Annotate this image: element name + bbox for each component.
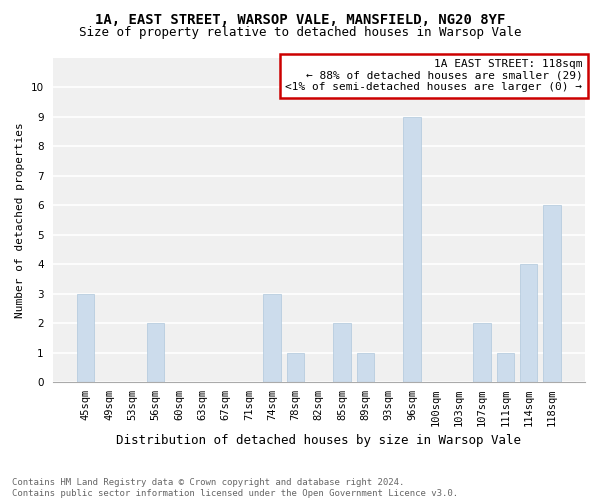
Text: 1A, EAST STREET, WARSOP VALE, MANSFIELD, NG20 8YF: 1A, EAST STREET, WARSOP VALE, MANSFIELD,…	[95, 12, 505, 26]
X-axis label: Distribution of detached houses by size in Warsop Vale: Distribution of detached houses by size …	[116, 434, 521, 448]
Bar	[334, 324, 351, 382]
Bar	[357, 353, 374, 382]
Text: 1A EAST STREET: 118sqm
← 88% of detached houses are smaller (29)
<1% of semi-det: 1A EAST STREET: 118sqm ← 88% of detached…	[286, 59, 583, 92]
Bar	[287, 353, 304, 382]
Bar	[77, 294, 94, 382]
Text: Size of property relative to detached houses in Warsop Vale: Size of property relative to detached ho…	[79, 26, 521, 39]
Bar	[147, 324, 164, 382]
Bar	[497, 353, 514, 382]
Bar	[544, 205, 561, 382]
Text: Contains HM Land Registry data © Crown copyright and database right 2024.
Contai: Contains HM Land Registry data © Crown c…	[12, 478, 458, 498]
Bar	[520, 264, 538, 382]
Bar	[473, 324, 491, 382]
Bar	[263, 294, 281, 382]
Y-axis label: Number of detached properties: Number of detached properties	[15, 122, 25, 318]
Bar	[403, 116, 421, 382]
